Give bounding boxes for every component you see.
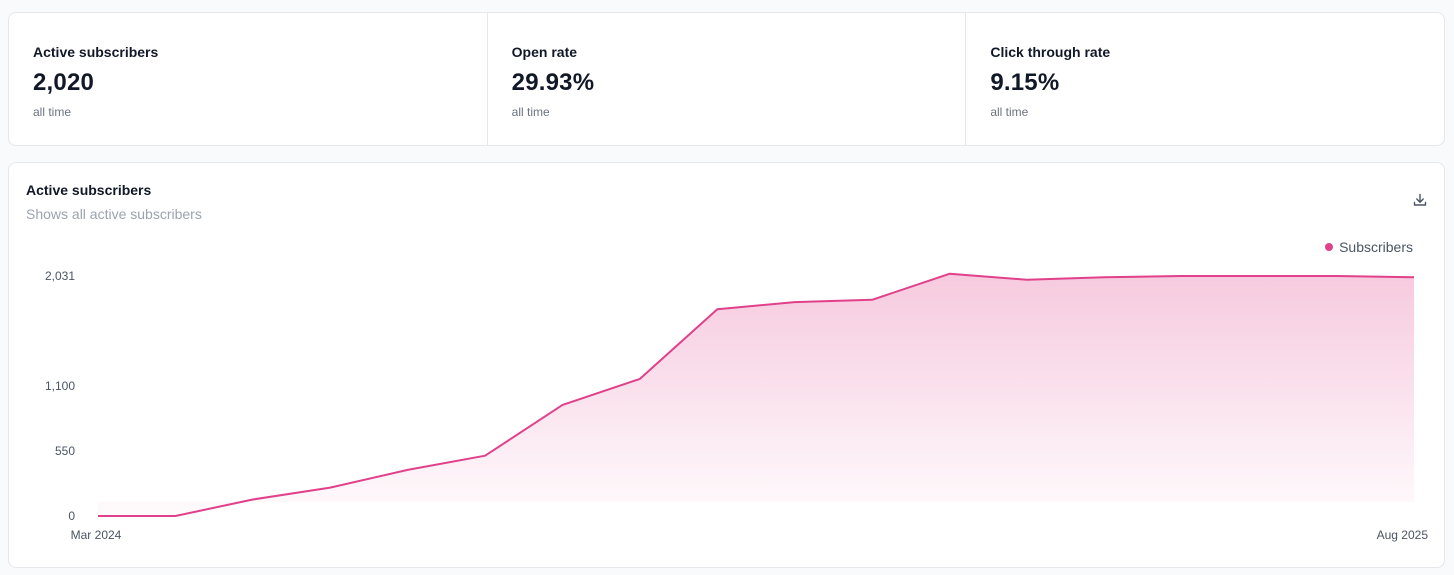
stat-period: all time (33, 105, 72, 119)
stat-period: all time (990, 105, 1029, 119)
data-point (714, 306, 720, 312)
series-area (98, 273, 1414, 516)
stat-open-rate: Open rate 29.93% all time (488, 13, 967, 145)
stat-label: Active subscribers (33, 44, 159, 60)
legend-swatch (1325, 243, 1334, 251)
series-line (98, 272, 1415, 517)
chart-title: Active subscribers (26, 182, 152, 198)
data-point (482, 453, 488, 459)
download-button[interactable] (1409, 189, 1431, 211)
stat-label: Click through rate (990, 44, 1111, 60)
stat-active-subscribers: Active subscribers 2,020 all time (9, 13, 488, 145)
data-point (1024, 277, 1030, 283)
data-point (95, 513, 101, 519)
stat-period: all time (511, 105, 550, 119)
chart-card: Active subscribers Shows all active subs… (8, 162, 1445, 568)
data-point (637, 376, 643, 382)
data-point (559, 402, 565, 408)
x-tick-label: Aug 2025 (1377, 528, 1429, 542)
y-tick-label: 0 (68, 509, 75, 523)
stat-click-through-rate: Click through rate 9.15% all time (966, 13, 1444, 145)
data-point (869, 297, 875, 303)
stat-value: 9.15% (990, 69, 1060, 96)
data-point (1256, 273, 1262, 279)
data-point (792, 299, 798, 305)
download-icon (1413, 193, 1427, 206)
y-tick-label: 550 (55, 444, 75, 458)
data-point (250, 496, 256, 502)
y-tick-label: 1,100 (45, 379, 75, 393)
data-point (947, 271, 953, 277)
data-point (405, 467, 411, 473)
chart-plot: 0 550 1,100 2,031 Mar 2024 Aug 2025 (45, 269, 1429, 542)
legend-label: Subscribers (1339, 239, 1413, 255)
data-point (1334, 273, 1340, 279)
data-point (1101, 274, 1107, 280)
chart-legend: Subscribers (1325, 238, 1413, 256)
y-tick-label: 2,031 (45, 269, 75, 283)
data-point (1411, 274, 1417, 280)
stat-label: Open rate (511, 44, 578, 60)
chart-subtitle: Shows all active subscribers (26, 206, 202, 222)
stat-value: 2,020 (33, 69, 95, 96)
data-point (327, 485, 333, 491)
data-point (172, 513, 178, 519)
data-point (1179, 273, 1185, 279)
stats-panel: Active subscribers 2,020 all time Open r… (8, 12, 1445, 146)
x-tick-label: Mar 2024 (71, 528, 122, 542)
stat-value: 29.93% (511, 69, 595, 96)
